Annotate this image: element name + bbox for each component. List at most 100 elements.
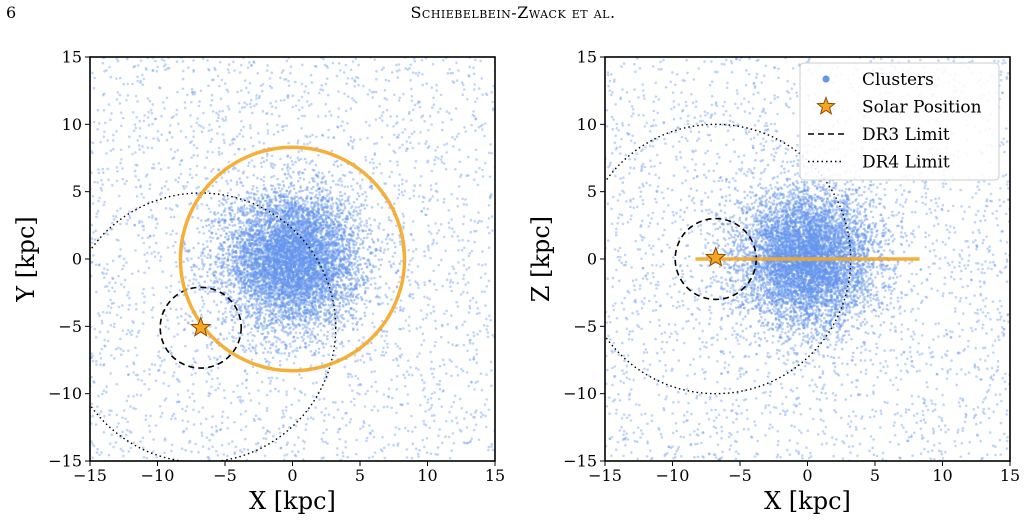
cluster-point (319, 257, 323, 261)
cluster-point (285, 331, 289, 334)
cluster-point (345, 214, 348, 218)
cluster-point (288, 207, 292, 211)
cluster-point (369, 252, 372, 256)
cluster-point (264, 212, 268, 215)
cluster-point (300, 241, 304, 245)
cluster-point (307, 207, 310, 210)
cluster-point (331, 230, 335, 233)
cluster-point (286, 225, 289, 229)
cluster-point (278, 276, 282, 279)
cluster-point (294, 281, 298, 284)
cluster-point (333, 244, 337, 248)
cluster-point (236, 211, 239, 214)
cluster-point (234, 229, 238, 232)
cluster-point (266, 330, 270, 334)
cluster-point (222, 229, 226, 232)
cluster-point (257, 310, 260, 314)
cluster-point (346, 372, 350, 376)
plot-area-xy (90, 57, 495, 461)
cluster-point (270, 312, 274, 315)
cluster-point (296, 211, 300, 214)
cluster-point (231, 269, 234, 273)
cluster-point (270, 187, 274, 191)
cluster-point (274, 286, 277, 290)
cluster-point (298, 261, 302, 264)
cluster-point (247, 304, 251, 308)
cluster-point (246, 221, 249, 224)
cluster-point (220, 227, 224, 231)
cluster-point (265, 274, 269, 278)
cluster-point (281, 180, 285, 183)
cluster-point (319, 297, 322, 300)
cluster-point (261, 267, 265, 271)
cluster-point (305, 290, 308, 294)
cluster-point (237, 193, 241, 197)
cluster-point (315, 285, 318, 289)
cluster-point (234, 256, 237, 260)
cluster-point (335, 212, 339, 216)
cluster-point (252, 311, 255, 315)
cluster-point (296, 269, 299, 273)
cluster-point (328, 216, 331, 220)
cluster-point (292, 335, 296, 339)
cluster-point (300, 260, 304, 264)
cluster-point (244, 226, 248, 230)
cluster-point (263, 347, 267, 350)
cluster-point (297, 190, 301, 193)
cluster-point (221, 262, 225, 265)
cluster-point (299, 290, 302, 294)
cluster-point (309, 225, 313, 228)
cluster-point (361, 192, 364, 196)
cluster-point (302, 333, 306, 337)
cluster-point (313, 316, 317, 320)
cluster-point (307, 292, 311, 296)
cluster-point (319, 221, 323, 224)
cluster-point (233, 215, 236, 219)
cluster-point (315, 243, 319, 247)
cluster-point (329, 238, 332, 241)
cluster-point (291, 340, 295, 344)
cluster-point (336, 283, 339, 286)
cluster-point (321, 258, 324, 262)
cluster-point (330, 197, 334, 201)
cluster-point (337, 304, 340, 308)
cluster-point (312, 327, 315, 330)
cluster-point (269, 322, 272, 326)
cluster-point (307, 213, 311, 217)
cluster-point (251, 185, 255, 188)
cluster-point (268, 271, 272, 275)
cluster-point (354, 317, 358, 320)
cluster-point (350, 282, 353, 286)
cluster-point (309, 280, 312, 283)
cluster-point (230, 220, 234, 224)
cluster-point (332, 285, 336, 288)
cluster-point (220, 285, 224, 288)
cluster-point (326, 337, 329, 341)
cluster-point (302, 236, 305, 239)
cluster-point (191, 215, 194, 219)
cluster-point (285, 257, 289, 261)
cluster-point (311, 179, 315, 183)
cluster-point (374, 254, 377, 257)
cluster-point (232, 339, 235, 343)
cluster-point (306, 326, 309, 330)
cluster-point (301, 221, 305, 225)
cluster-point (394, 245, 397, 249)
cluster-point (257, 264, 261, 268)
cluster-point (249, 274, 252, 278)
cluster-point (244, 241, 247, 244)
cluster-point (356, 232, 360, 235)
cluster-point (252, 271, 256, 275)
cluster-point (290, 270, 294, 273)
cluster-point (362, 271, 365, 274)
cluster-point (268, 231, 272, 234)
cluster-point (292, 247, 296, 251)
cluster-point (262, 207, 265, 210)
cluster-point (303, 305, 307, 309)
cluster-point (271, 270, 274, 274)
cluster-point (255, 186, 259, 190)
cluster-point (331, 243, 334, 246)
cluster-point (322, 324, 325, 327)
